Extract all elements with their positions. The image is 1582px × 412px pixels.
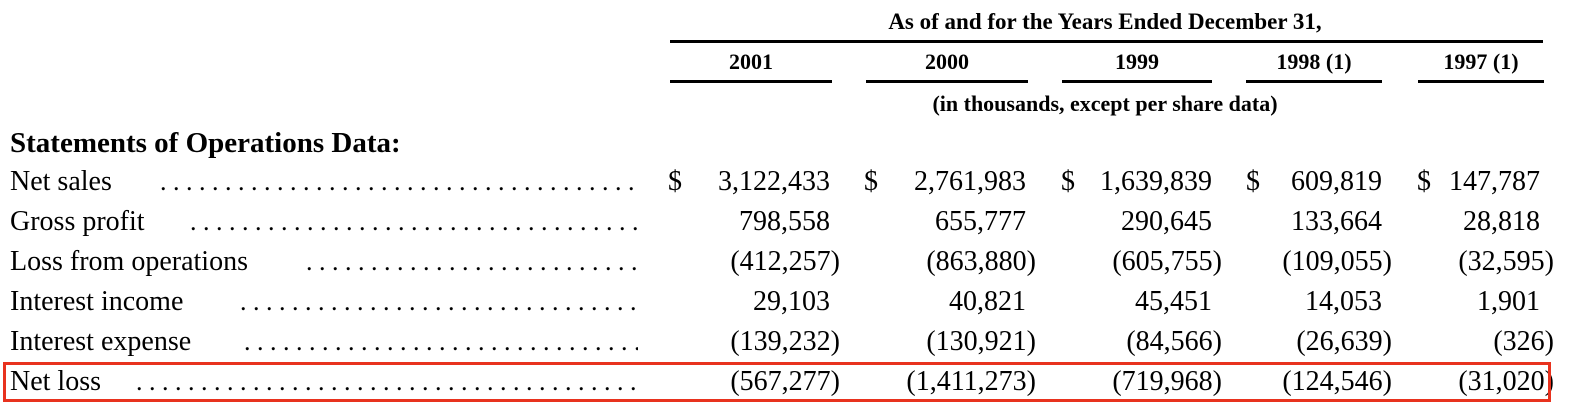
year-header-1999: 1999 — [1115, 49, 1159, 74]
table-row: Loss from operations ...................… — [0, 242, 1582, 282]
highlight-box — [3, 362, 1551, 402]
year-rule-1997 — [1418, 80, 1544, 83]
cell-1997: 147,787 — [1449, 166, 1540, 197]
cell-2001: (139,232) — [730, 326, 840, 357]
table-row: Net sales ..............................… — [0, 162, 1582, 202]
year-header-2000: 2000 — [925, 49, 969, 74]
cell-1998: (26,639) — [1296, 326, 1392, 357]
currency-symbol: $ — [1417, 166, 1431, 197]
table-row: Interest income ........................… — [0, 282, 1582, 322]
table-header-title: As of and for the Years Ended December 3… — [888, 9, 1322, 34]
cell-2001: 29,103 — [753, 286, 830, 317]
table-row: Gross profit ...........................… — [0, 202, 1582, 242]
cell-1997: 28,818 — [1463, 206, 1540, 237]
currency-symbol: $ — [864, 166, 878, 197]
cell-1999: (84,566) — [1126, 326, 1222, 357]
cell-1998: (124,546) — [1282, 366, 1392, 397]
leader-dots: ........................................… — [160, 167, 638, 196]
year-header-1998: 1998 (1) — [1276, 49, 1352, 74]
row-label: Gross profit — [10, 206, 145, 237]
leader-dots: ........................................… — [306, 247, 638, 276]
cell-1999: 290,645 — [1121, 206, 1212, 237]
row-label: Interest expense — [10, 326, 192, 357]
cell-2001: 3,122,433 — [718, 166, 830, 197]
cell-2001: 798,558 — [739, 206, 830, 237]
cell-1999: (719,968) — [1112, 366, 1222, 397]
cell-2000: 655,777 — [935, 206, 1026, 237]
cell-1998: 609,819 — [1291, 166, 1382, 197]
cell-1997: (31,020) — [1458, 366, 1554, 397]
cell-2000: (863,880) — [926, 246, 1036, 277]
row-label: Net loss — [10, 366, 101, 397]
cell-2001: (412,257) — [730, 246, 840, 277]
cell-2000: 40,821 — [949, 286, 1026, 317]
cell-1997: (326) — [1493, 326, 1554, 357]
table-row-net-loss: Net loss ...............................… — [0, 362, 1582, 402]
leader-dots: ........................................… — [240, 287, 638, 316]
row-label: Interest income — [10, 286, 184, 317]
year-header-1997: 1997 (1) — [1443, 49, 1519, 74]
leader-dots: ........................................… — [136, 367, 638, 396]
leader-dots: ........................................… — [190, 207, 638, 236]
table-row: Interest expense .......................… — [0, 322, 1582, 362]
units-note: (in thousands, except per share data) — [932, 91, 1278, 116]
cell-2000: (130,921) — [926, 326, 1036, 357]
cell-1997: (32,595) — [1458, 246, 1554, 277]
leader-dots: ........................................… — [244, 327, 638, 356]
cell-2001: (567,277) — [730, 366, 840, 397]
currency-symbol: $ — [1061, 166, 1075, 197]
year-header-2001: 2001 — [729, 49, 773, 74]
cell-1999: (605,755) — [1112, 246, 1222, 277]
cell-1999: 1,639,839 — [1100, 166, 1212, 197]
cell-1998: (109,055) — [1282, 246, 1392, 277]
row-label: Net sales — [10, 166, 112, 197]
section-title: Statements of Operations Data: — [10, 127, 401, 159]
cell-1997: 1,901 — [1477, 286, 1540, 317]
cell-1999: 45,451 — [1135, 286, 1212, 317]
cell-2000: 2,761,983 — [914, 166, 1026, 197]
cell-1998: 133,664 — [1291, 206, 1382, 237]
row-label: Loss from operations — [10, 246, 248, 277]
year-rule-1999 — [1062, 80, 1212, 83]
cell-2000: (1,411,273) — [906, 366, 1036, 397]
cell-1998: 14,053 — [1305, 286, 1382, 317]
year-rule-2001 — [670, 80, 832, 83]
currency-symbol: $ — [668, 166, 682, 197]
header-rule — [670, 40, 1543, 43]
year-rule-2000 — [866, 80, 1028, 83]
year-rule-1998 — [1246, 80, 1382, 83]
currency-symbol: $ — [1246, 166, 1260, 197]
